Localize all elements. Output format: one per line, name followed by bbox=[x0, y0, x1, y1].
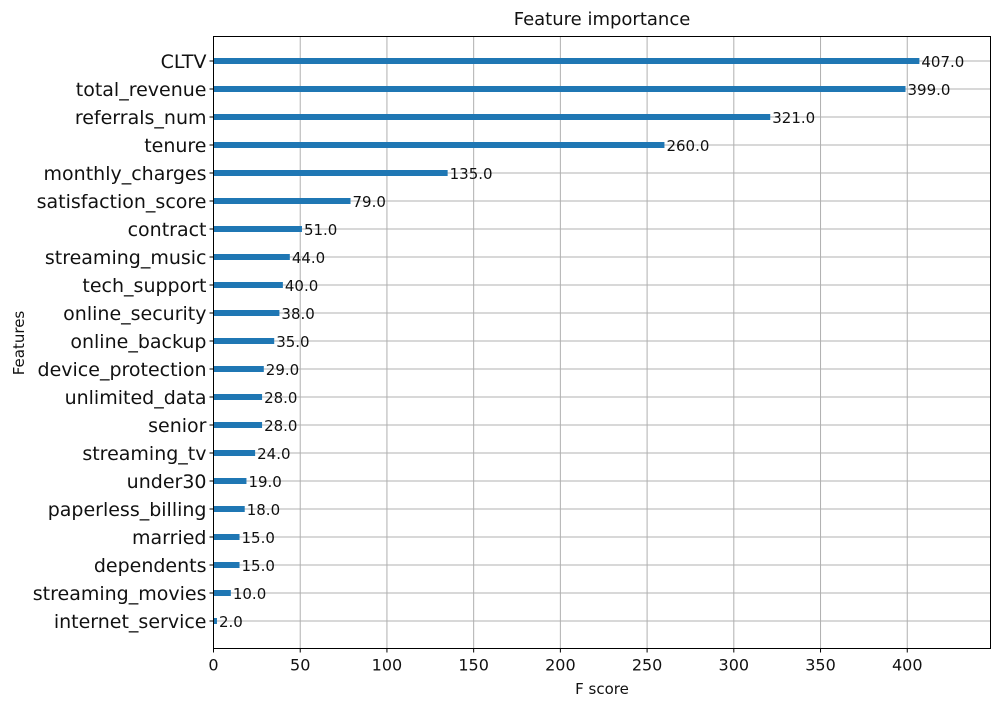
y-tick-label: dependents bbox=[94, 555, 207, 577]
y-tick-label: total_revenue bbox=[76, 79, 207, 101]
gridlines bbox=[213, 36, 991, 649]
x-tick-label: 400 bbox=[892, 656, 923, 675]
bar-total_revenue bbox=[213, 86, 906, 92]
x-tick-label: 350 bbox=[805, 656, 836, 675]
data-label: 260.0 bbox=[666, 137, 709, 155]
bar-under30 bbox=[213, 478, 247, 484]
data-label: 38.0 bbox=[281, 305, 314, 323]
x-tick-labels: 0 50 100 150 200 250 300 350 400 bbox=[208, 648, 923, 675]
bars bbox=[213, 58, 920, 624]
y-tick-label: tenure bbox=[144, 135, 206, 157]
y-tick-label: paperless_billing bbox=[48, 499, 207, 521]
y-tick-label: device_protection bbox=[38, 359, 207, 381]
y-tick-label: married bbox=[132, 527, 206, 549]
x-tick-label: 150 bbox=[458, 656, 489, 675]
y-tick-label: CLTV bbox=[161, 51, 207, 73]
data-label: 18.0 bbox=[247, 501, 280, 519]
x-tick-label: 100 bbox=[372, 656, 403, 675]
chart-title: Feature importance bbox=[514, 9, 691, 30]
y-axis-label: Features bbox=[10, 311, 28, 376]
y-tick-label: streaming_tv bbox=[82, 443, 206, 465]
bar-streaming_music bbox=[213, 254, 290, 260]
data-label: 79.0 bbox=[353, 193, 386, 211]
x-tick-label: 300 bbox=[719, 656, 750, 675]
bar-paperless_billing bbox=[213, 506, 245, 512]
x-tick-label: 200 bbox=[545, 656, 576, 675]
bar-device_protection bbox=[213, 366, 264, 372]
y-tick-label: internet_service bbox=[54, 611, 207, 633]
data-label: 51.0 bbox=[304, 221, 337, 239]
y-tick-label: senior bbox=[148, 415, 207, 437]
x-axis-label: F score bbox=[575, 680, 629, 698]
bar-CLTV bbox=[213, 58, 920, 64]
y-tick-label: online_security bbox=[63, 303, 206, 325]
y-tick-label: monthly_charges bbox=[44, 163, 207, 185]
data-label: 321.0 bbox=[772, 109, 815, 127]
data-label: 135.0 bbox=[450, 165, 493, 183]
bar-streaming_tv bbox=[213, 450, 256, 456]
y-tick-label: streaming_music bbox=[45, 247, 207, 269]
y-tick-label: unlimited_data bbox=[65, 387, 207, 409]
y-tick-label: under30 bbox=[127, 471, 207, 493]
data-label: 35.0 bbox=[276, 333, 309, 351]
data-labels: 407.0 399.0 321.0 260.0 135.0 79.0 51.0 44.0 40.… bbox=[219, 53, 964, 631]
data-label: 2.0 bbox=[219, 613, 243, 631]
data-label: 44.0 bbox=[292, 249, 325, 267]
y-tick-label: contract bbox=[128, 219, 207, 241]
bar-monthly_charges bbox=[213, 170, 448, 176]
data-label: 15.0 bbox=[242, 529, 275, 547]
y-tick-label: referrals_num bbox=[75, 107, 207, 129]
data-label: 29.0 bbox=[266, 361, 299, 379]
y-tick-label: online_backup bbox=[70, 331, 206, 353]
y-tick-label: streaming_movies bbox=[33, 583, 207, 605]
data-label: 15.0 bbox=[242, 557, 275, 575]
y-tick-label: tech_support bbox=[82, 275, 206, 297]
bar-tech_support bbox=[213, 282, 283, 288]
data-label: 24.0 bbox=[257, 445, 290, 463]
bar-contract bbox=[213, 226, 302, 232]
data-label: 28.0 bbox=[264, 389, 297, 407]
bar-senior bbox=[213, 422, 263, 428]
bar-referrals_num bbox=[213, 114, 771, 120]
data-label: 28.0 bbox=[264, 417, 297, 435]
data-label: 407.0 bbox=[921, 53, 964, 71]
bar-unlimited_data bbox=[213, 394, 263, 400]
x-tick-label: 0 bbox=[208, 656, 218, 675]
y-tick-label: satisfaction_score bbox=[37, 191, 207, 213]
x-tick-label: 250 bbox=[632, 656, 663, 675]
bar-married bbox=[213, 534, 240, 540]
bar-dependents bbox=[213, 562, 240, 568]
data-label: 19.0 bbox=[248, 473, 281, 491]
bar-streaming_movies bbox=[213, 590, 231, 596]
bar-online_backup bbox=[213, 338, 275, 344]
bar-online_security bbox=[213, 310, 280, 316]
data-label: 10.0 bbox=[233, 585, 266, 603]
data-label: 399.0 bbox=[908, 81, 951, 99]
plot-frame bbox=[213, 36, 991, 649]
data-label: 40.0 bbox=[285, 277, 318, 295]
bar-tenure bbox=[213, 142, 665, 148]
x-tick-label: 50 bbox=[290, 656, 310, 675]
bar-satisfaction_score bbox=[213, 198, 351, 204]
bar-internet_service bbox=[213, 618, 217, 624]
